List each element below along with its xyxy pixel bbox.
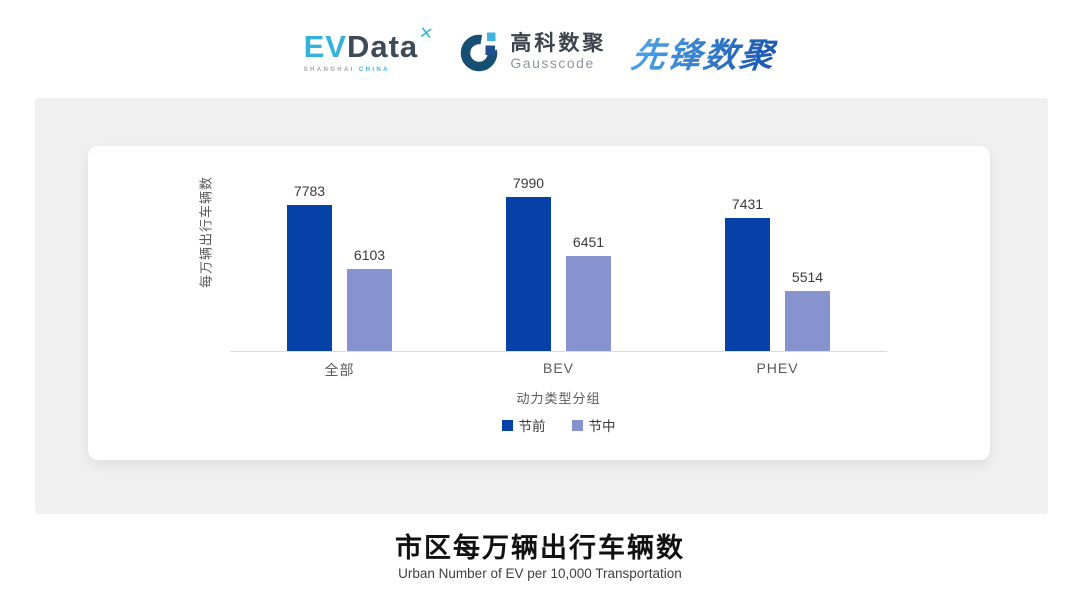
gausscode-cn-text: 高科数聚: [510, 32, 607, 56]
bar-节中-全部: [347, 269, 392, 351]
gausscode-g-icon: [461, 32, 498, 72]
gausscode-wordmark: 高科数聚 Gausscode: [510, 32, 606, 71]
bar-value-节前-BEV: 7990: [512, 175, 545, 191]
evdata-china-text: CHINA: [358, 67, 390, 73]
y-axis-label: 每万辆出行车辆数: [198, 175, 214, 289]
legend-label-mid-holiday: 节中: [588, 419, 616, 434]
bar-value-节中-BEV: 6451: [572, 234, 605, 250]
legend-swatch-mid-holiday: [571, 419, 583, 431]
evdata-wordmark: EV Data ✕: [303, 23, 436, 64]
evdata-star-icon: ✕: [417, 23, 436, 44]
chart-card: 每万辆出行车辆数 7783 6103 全部 7990 6451 BEV 7431 5514 PH…: [88, 146, 990, 460]
category-label-全部: 全部: [324, 362, 355, 378]
legend-swatch-pre-holiday: [501, 419, 513, 431]
bar-节前-BEV: [506, 197, 551, 351]
plot-area: 7783 6103 全部 7990 6451 BEV 7431 5514 PHEV: [230, 175, 887, 378]
evdata-subtext: SHANGHAI CHINA: [304, 67, 390, 73]
bar-value-节中-PHEV: 5514: [791, 269, 824, 285]
legend-label-pre-holiday: 节前: [518, 419, 546, 434]
chart-subtitle: Urban Number of EV per 10,000 Transporta…: [398, 566, 682, 581]
bar-value-节前-PHEV: 7431: [731, 196, 764, 212]
category-label-BEV: BEV: [542, 360, 575, 376]
bar-节中-BEV: [566, 256, 611, 351]
bar-节前-全部: [287, 205, 332, 351]
legend-item-pre-holiday: 节前: [501, 415, 546, 435]
evdata-ev-text: EV: [303, 29, 347, 64]
bar-value-节前-全部: 7783: [293, 183, 326, 199]
evdata-data-text: Data: [346, 29, 419, 64]
legend: 节前 节中: [230, 415, 887, 435]
bar-节中-PHEV: [785, 291, 830, 351]
x-axis-label: 动力类型分组: [516, 391, 601, 406]
evdata-shanghai-text: SHANGHAI: [303, 67, 355, 73]
gausscode-en-text: Gausscode: [510, 55, 595, 72]
bar-value-节中-全部: 6103: [353, 247, 386, 263]
chart-title: 市区每万辆出行车辆数: [395, 533, 685, 563]
legend-item-mid-holiday: 节中: [571, 415, 616, 435]
bar-节前-PHEV: [725, 218, 770, 351]
chart-panel: 每万辆出行车辆数 7783 6103 全部 7990 6451 BEV 7431 5514 PH…: [35, 98, 1048, 514]
category-label-PHEV: PHEV: [756, 360, 799, 376]
header-logos: EV Data ✕ SHANGHAI CHINA 高科数聚 Gausscode …: [0, 22, 1080, 82]
evdata-logo: EV Data ✕ SHANGHAI CHINA: [303, 23, 436, 73]
xianfeng-shuju-logo: 先锋数聚: [629, 28, 780, 77]
gausscode-logo: 高科数聚 Gausscode: [460, 29, 606, 75]
